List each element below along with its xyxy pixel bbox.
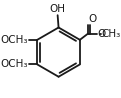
Text: OCH₃: OCH₃ (1, 59, 28, 69)
Text: CH₃: CH₃ (101, 29, 120, 39)
Text: O: O (89, 14, 97, 24)
Text: O: O (97, 29, 106, 39)
Text: OH: OH (50, 4, 66, 14)
Text: OCH₃: OCH₃ (1, 35, 28, 45)
